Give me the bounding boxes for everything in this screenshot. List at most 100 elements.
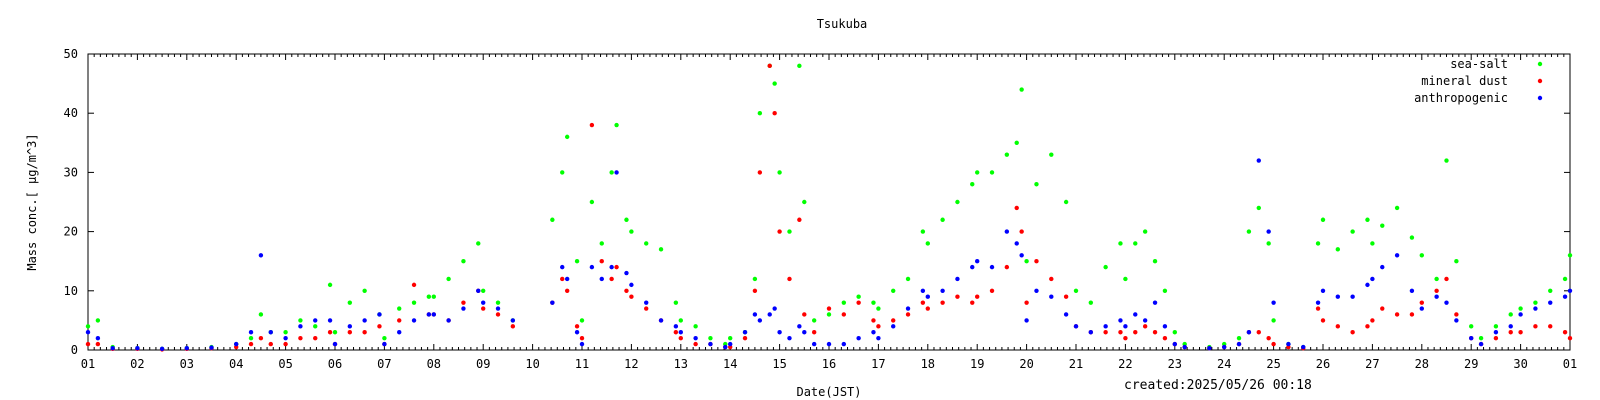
x-tick-label: 28 <box>1415 357 1429 371</box>
data-point <box>377 324 382 329</box>
data-point <box>411 318 417 323</box>
legend-marker <box>1537 61 1543 67</box>
data-point <box>871 300 876 305</box>
data-point <box>1063 294 1069 299</box>
data-point <box>1394 253 1400 258</box>
data-point <box>757 170 763 175</box>
legend-label: mineral dust <box>1421 74 1508 88</box>
data-point <box>1335 294 1341 299</box>
data-point <box>1088 300 1094 305</box>
data-point <box>1162 324 1168 329</box>
data-point <box>826 312 832 317</box>
data-point <box>1266 335 1271 341</box>
data-point <box>1419 306 1425 311</box>
data-point <box>673 324 679 329</box>
data-point <box>1567 335 1573 341</box>
data-point <box>891 288 896 293</box>
data-point <box>772 81 777 86</box>
x-tick-label: 01 <box>81 357 95 371</box>
data-point <box>777 330 782 335</box>
data-point <box>382 335 387 341</box>
y-tick-label: 10 <box>64 284 78 298</box>
data-point <box>1380 264 1385 270</box>
data-point <box>1335 324 1341 329</box>
data-point <box>787 276 792 282</box>
data-point <box>1182 344 1187 350</box>
data-point <box>313 324 318 329</box>
data-point <box>787 335 792 341</box>
data-point <box>411 282 417 288</box>
data-point <box>95 335 101 341</box>
x-tick-label: 29 <box>1464 357 1478 371</box>
data-point <box>644 241 649 246</box>
data-point <box>1133 241 1138 246</box>
data-point <box>609 276 614 282</box>
data-point <box>975 170 980 175</box>
data-point <box>85 330 91 335</box>
data-point <box>1034 182 1039 187</box>
data-point <box>1162 288 1168 293</box>
data-point <box>1207 346 1212 351</box>
data-point <box>624 270 629 276</box>
data-point <box>327 330 333 335</box>
data-point <box>1286 341 1291 347</box>
data-point <box>614 170 619 175</box>
x-tick-label: 10 <box>525 357 539 371</box>
data-point <box>708 341 713 347</box>
x-tick-label: 12 <box>624 357 638 371</box>
data-point <box>1118 318 1123 323</box>
data-point <box>1493 330 1499 335</box>
data-point <box>797 217 802 222</box>
data-point <box>841 341 847 347</box>
data-point <box>397 318 402 323</box>
data-point <box>1123 324 1128 329</box>
data-point <box>757 318 763 323</box>
y-tick-label: 30 <box>64 165 78 179</box>
data-point <box>772 111 777 116</box>
data-point <box>1370 318 1375 323</box>
data-point <box>970 182 975 187</box>
data-point <box>1019 87 1024 92</box>
data-point <box>1004 264 1010 270</box>
data-point <box>579 318 585 323</box>
data-point <box>1548 300 1553 305</box>
data-point <box>1562 330 1568 335</box>
data-point <box>1320 288 1326 293</box>
plot-frame <box>87 53 1571 351</box>
data-point <box>431 312 436 317</box>
data-point <box>802 199 807 205</box>
data-point <box>481 300 486 305</box>
data-point <box>332 341 338 347</box>
data-point <box>905 306 911 311</box>
data-point <box>1152 330 1158 335</box>
data-point <box>495 306 501 311</box>
data-point <box>110 346 115 351</box>
data-point <box>955 199 960 205</box>
data-point <box>673 330 679 335</box>
data-point <box>1236 341 1242 347</box>
x-tick-label: 01 <box>1563 357 1577 371</box>
data-point <box>1370 241 1375 246</box>
data-point <box>1533 324 1538 329</box>
data-point <box>1103 264 1108 270</box>
data-point <box>159 346 165 352</box>
x-tick-label: 22 <box>1118 357 1132 371</box>
data-point <box>693 324 698 329</box>
data-point <box>1024 300 1029 305</box>
data-point <box>589 122 595 128</box>
data-point <box>411 300 417 305</box>
data-point <box>362 318 367 323</box>
data-point <box>1315 241 1321 246</box>
data-point <box>1518 306 1523 311</box>
y-axis-label: Mass conc.[ μg/m^3] <box>25 133 39 270</box>
data-point <box>1103 330 1108 335</box>
data-point <box>85 324 91 329</box>
data-point <box>327 318 333 323</box>
data-point <box>614 264 619 270</box>
x-tick-label: 25 <box>1266 357 1280 371</box>
data-point <box>1246 330 1252 335</box>
data-point <box>658 247 664 252</box>
data-point <box>1454 318 1459 323</box>
data-point <box>446 276 451 282</box>
data-point <box>1380 223 1385 228</box>
